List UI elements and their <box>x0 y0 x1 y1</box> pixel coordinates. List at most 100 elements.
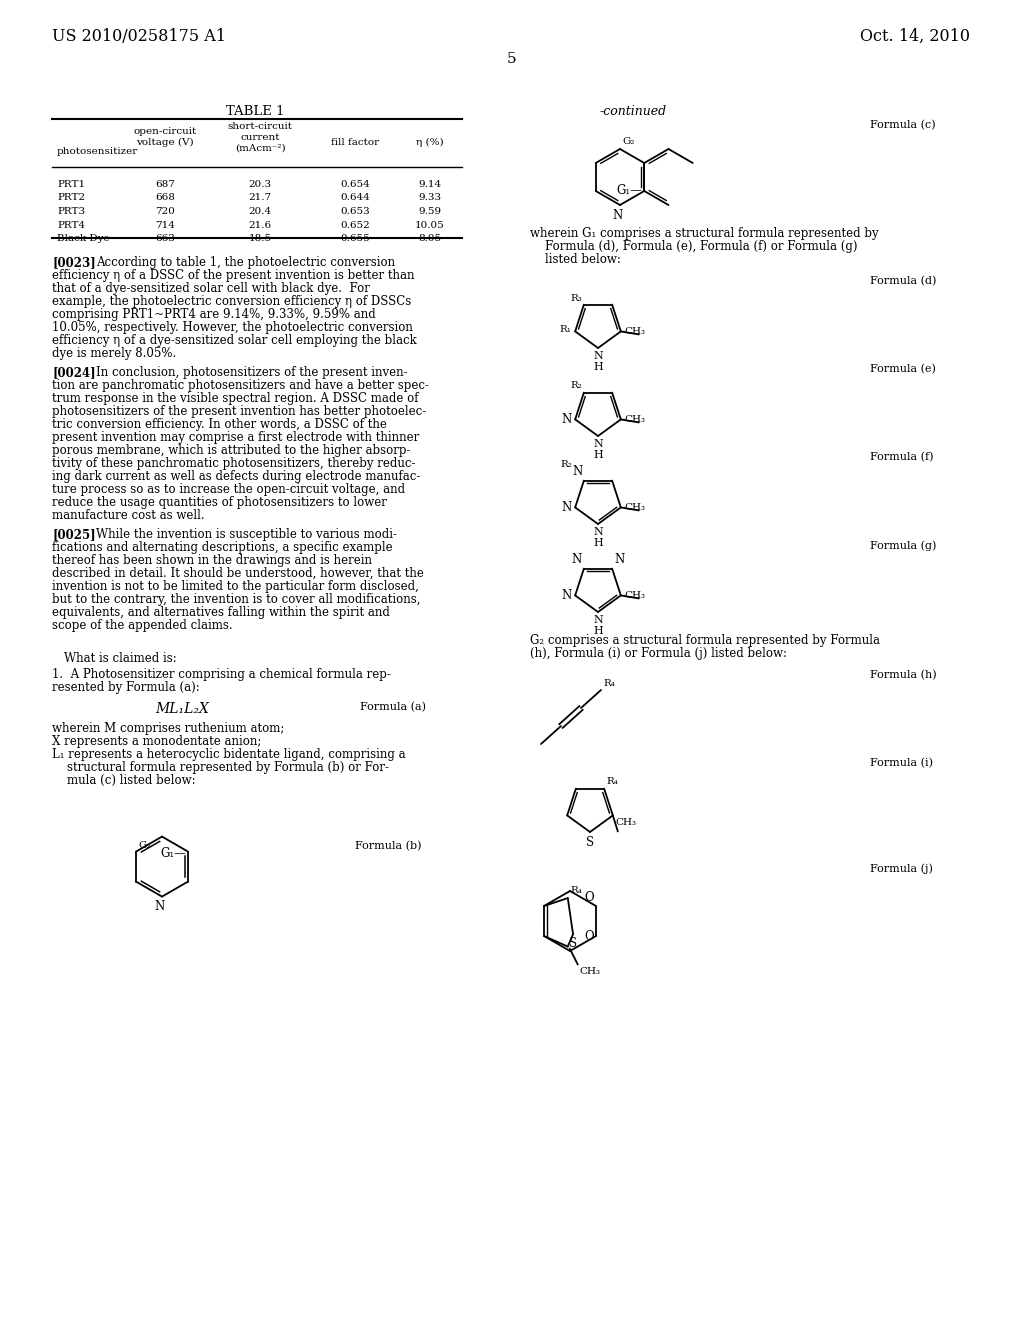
Text: Formula (f): Formula (f) <box>870 451 934 462</box>
Text: What is claimed is:: What is claimed is: <box>63 652 177 665</box>
Text: US 2010/0258175 A1: US 2010/0258175 A1 <box>52 28 226 45</box>
Text: G₂ comprises a structural formula represented by Formula: G₂ comprises a structural formula repres… <box>530 634 880 647</box>
Text: 8.05: 8.05 <box>419 234 441 243</box>
Text: short-circuit: short-circuit <box>227 121 293 131</box>
Text: ing dark current as well as defects during electrode manufac-: ing dark current as well as defects duri… <box>52 470 421 483</box>
Text: tivity of these panchromatic photosensitizers, thereby reduc-: tivity of these panchromatic photosensit… <box>52 457 416 470</box>
Text: N: N <box>614 553 625 565</box>
Text: -continued: -continued <box>600 106 667 117</box>
Text: manufacture cost as well.: manufacture cost as well. <box>52 510 205 521</box>
Text: H: H <box>593 450 603 459</box>
Text: PRT2: PRT2 <box>57 194 85 202</box>
Text: thereof has been shown in the drawings and is herein: thereof has been shown in the drawings a… <box>52 554 372 568</box>
Text: CH₃: CH₃ <box>625 414 646 424</box>
Text: PRT1: PRT1 <box>57 180 85 189</box>
Text: S: S <box>569 937 578 950</box>
Text: R₃: R₃ <box>570 293 582 302</box>
Text: Formula (a): Formula (a) <box>360 702 426 711</box>
Text: H: H <box>593 539 603 548</box>
Text: example, the photoelectric conversion efficiency η of DSSCs: example, the photoelectric conversion ef… <box>52 294 412 308</box>
Text: [0024]: [0024] <box>52 366 95 379</box>
Text: (h), Formula (i) or Formula (j) listed below:: (h), Formula (i) or Formula (j) listed b… <box>530 647 787 660</box>
Text: 9.14: 9.14 <box>419 180 441 189</box>
Text: 21.7: 21.7 <box>249 194 271 202</box>
Text: CH₃: CH₃ <box>615 818 637 828</box>
Text: 0.644: 0.644 <box>340 194 370 202</box>
Text: R₄: R₄ <box>570 886 583 895</box>
Text: 21.6: 21.6 <box>249 220 271 230</box>
Text: R₂: R₂ <box>570 380 582 389</box>
Text: R₂: R₂ <box>560 459 571 469</box>
Text: trum response in the visible spectral region. A DSSC made of: trum response in the visible spectral re… <box>52 392 419 405</box>
Text: [0023]: [0023] <box>52 256 96 269</box>
Text: invention is not to be limited to the particular form disclosed,: invention is not to be limited to the pa… <box>52 579 419 593</box>
Text: N: N <box>613 209 624 222</box>
Text: 9.59: 9.59 <box>419 207 441 216</box>
Text: N: N <box>561 500 571 513</box>
Text: porous membrane, which is attributed to the higher absorp-: porous membrane, which is attributed to … <box>52 444 411 457</box>
Text: 10.05: 10.05 <box>415 220 444 230</box>
Text: N: N <box>593 351 603 360</box>
Text: Formula (h): Formula (h) <box>870 671 937 680</box>
Text: N: N <box>561 589 571 602</box>
Text: O: O <box>585 891 594 904</box>
Text: L₁ represents a heterocyclic bidentate ligand, comprising a: L₁ represents a heterocyclic bidentate l… <box>52 747 406 760</box>
Text: N: N <box>561 413 571 426</box>
Text: TABLE 1: TABLE 1 <box>225 106 285 117</box>
Text: tion are panchromatic photosensitizers and have a better spec-: tion are panchromatic photosensitizers a… <box>52 379 429 392</box>
Text: wherein G₁ comprises a structural formula represented by: wherein G₁ comprises a structural formul… <box>530 227 879 240</box>
Text: voltage (V): voltage (V) <box>136 139 194 147</box>
Text: but to the contrary, the invention is to cover all modifications,: but to the contrary, the invention is to… <box>52 593 421 606</box>
Text: 0.654: 0.654 <box>340 180 370 189</box>
Text: efficiency η of a dye-sensitized solar cell employing the black: efficiency η of a dye-sensitized solar c… <box>52 334 417 347</box>
Text: 1.  A Photosensitizer comprising a chemical formula rep-: 1. A Photosensitizer comprising a chemic… <box>52 668 391 681</box>
Text: 0.652: 0.652 <box>340 220 370 230</box>
Text: listed below:: listed below: <box>530 253 621 267</box>
Text: H: H <box>593 362 603 372</box>
Text: Formula (i): Formula (i) <box>870 758 933 768</box>
Text: 9.33: 9.33 <box>419 194 441 202</box>
Text: In conclusion, photosensitizers of the present inven-: In conclusion, photosensitizers of the p… <box>96 366 408 379</box>
Text: ML₁L₂X: ML₁L₂X <box>155 702 209 715</box>
Text: X represents a monodentate anion;: X represents a monodentate anion; <box>52 735 261 747</box>
Text: Formula (c): Formula (c) <box>870 120 936 131</box>
Text: N: N <box>572 465 583 478</box>
Text: comprising PRT1~PRT4 are 9.14%, 9.33%, 9.59% and: comprising PRT1~PRT4 are 9.14%, 9.33%, 9… <box>52 308 376 321</box>
Text: Formula (d), Formula (e), Formula (f) or Formula (g): Formula (d), Formula (e), Formula (f) or… <box>530 240 857 253</box>
Text: mula (c) listed below:: mula (c) listed below: <box>52 774 196 787</box>
Text: PRT4: PRT4 <box>57 220 85 230</box>
Text: tric conversion efficiency. In other words, a DSSC of the: tric conversion efficiency. In other wor… <box>52 418 387 432</box>
Text: fications and alternating descriptions, a specific example: fications and alternating descriptions, … <box>52 541 392 554</box>
Text: photosensitizers of the present invention has better photoelec-: photosensitizers of the present inventio… <box>52 405 426 418</box>
Text: open-circuit: open-circuit <box>133 127 197 136</box>
Text: described in detail. It should be understood, however, that the: described in detail. It should be unders… <box>52 568 424 579</box>
Text: Formula (b): Formula (b) <box>355 841 422 851</box>
Text: Oct. 14, 2010: Oct. 14, 2010 <box>860 28 970 45</box>
Text: G₂: G₂ <box>138 841 151 850</box>
Text: photosensitizer: photosensitizer <box>57 147 138 156</box>
Text: 20.4: 20.4 <box>249 207 271 216</box>
Text: dye is merely 8.05%.: dye is merely 8.05%. <box>52 347 176 360</box>
Text: Formula (e): Formula (e) <box>870 364 936 375</box>
Text: While the invention is susceptible to various modi-: While the invention is susceptible to va… <box>96 528 397 541</box>
Text: Formula (g): Formula (g) <box>870 540 936 550</box>
Text: resented by Formula (a):: resented by Formula (a): <box>52 681 200 693</box>
Text: N: N <box>593 527 603 537</box>
Text: CH₃: CH₃ <box>625 503 646 512</box>
Text: N: N <box>571 553 582 565</box>
Text: CH₃: CH₃ <box>625 591 646 599</box>
Text: 0.655: 0.655 <box>340 234 370 243</box>
Text: H: H <box>593 626 603 636</box>
Text: G₁—: G₁— <box>616 185 642 198</box>
Text: PRT3: PRT3 <box>57 207 85 216</box>
Text: (mAcm⁻²): (mAcm⁻²) <box>234 144 286 153</box>
Text: 0.653: 0.653 <box>340 207 370 216</box>
Text: N: N <box>593 615 603 624</box>
Text: 5: 5 <box>507 51 517 66</box>
Text: Formula (d): Formula (d) <box>870 276 936 286</box>
Text: 10.05%, respectively. However, the photoelectric conversion: 10.05%, respectively. However, the photo… <box>52 321 413 334</box>
Text: R₁: R₁ <box>559 325 571 334</box>
Text: According to table 1, the photoelectric conversion: According to table 1, the photoelectric … <box>96 256 395 269</box>
Text: reduce the usage quantities of photosensitizers to lower: reduce the usage quantities of photosens… <box>52 496 387 510</box>
Text: structural formula represented by Formula (b) or For-: structural formula represented by Formul… <box>52 760 389 774</box>
